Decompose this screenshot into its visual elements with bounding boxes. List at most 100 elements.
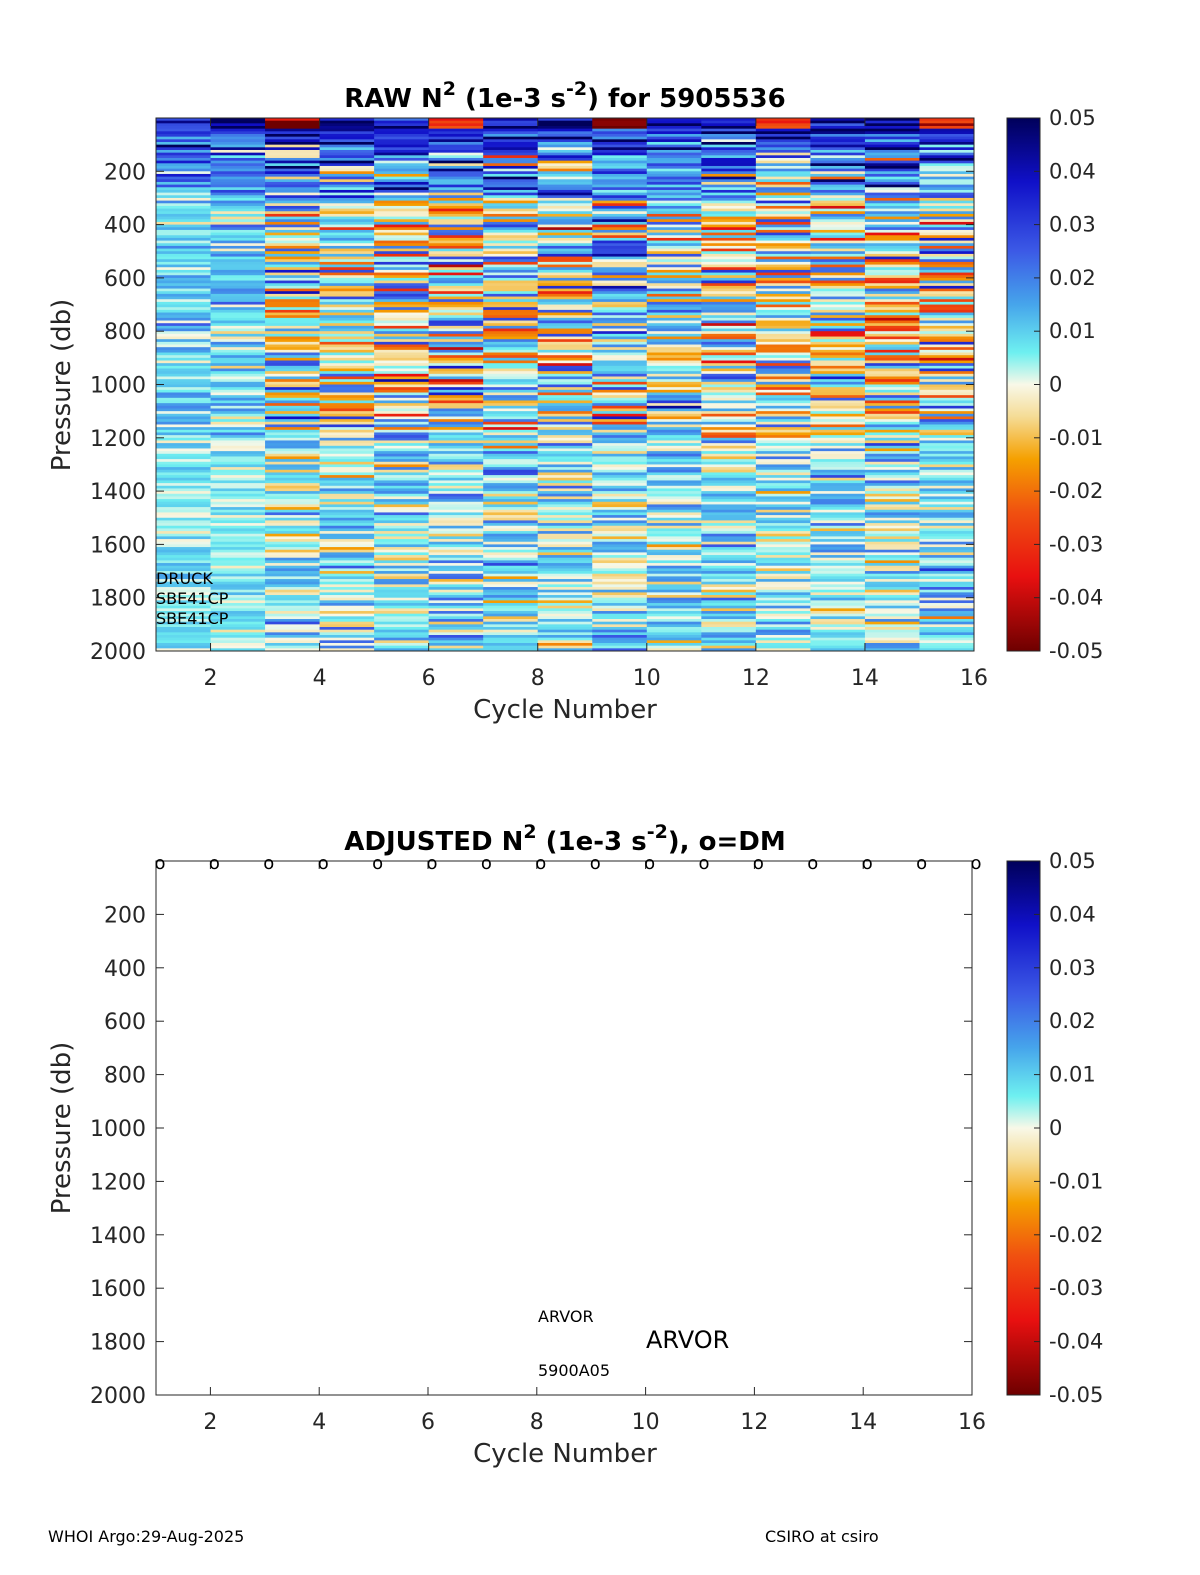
raw-heatmap-cell — [646, 157, 702, 162]
raw-heatmap-cell — [646, 475, 702, 479]
raw-heatmap-cell — [156, 235, 212, 239]
raw-heatmap-cell — [210, 229, 266, 234]
raw-heatmap-cell — [864, 405, 920, 409]
raw-heatmap-cell — [428, 315, 484, 319]
raw-heatmap-cell — [537, 389, 593, 393]
raw-heatmap-cell — [319, 627, 375, 631]
raw-heatmap-cell — [592, 147, 648, 151]
raw-heatmap-cell — [319, 523, 375, 527]
raw-heatmap-cell — [265, 640, 321, 644]
raw-heatmap-cell — [864, 157, 920, 162]
raw-heatmap-cell — [810, 275, 866, 279]
raw-heatmap-cell — [592, 157, 648, 162]
raw-heatmap-cell — [701, 445, 757, 449]
raw-heatmap-cell — [428, 517, 484, 521]
raw-heatmap-cell — [483, 133, 539, 138]
raw-heatmap-cell — [483, 323, 539, 327]
raw-heatmap-cell — [701, 118, 757, 122]
raw-heatmap-cell — [592, 176, 648, 180]
raw-heatmap-cell — [701, 408, 757, 412]
raw-heatmap-cell — [919, 349, 974, 354]
raw-heatmap-cell — [864, 493, 920, 497]
raw-heatmap-cell — [646, 509, 702, 513]
raw-heatmap-cell — [701, 376, 757, 380]
raw-heatmap-cell — [428, 307, 484, 311]
raw-heatmap-cell — [755, 429, 811, 433]
raw-heatmap-cell — [755, 472, 811, 476]
raw-heatmap-cell — [755, 581, 811, 585]
raw-heatmap-cell — [156, 189, 212, 194]
raw-heatmap-cell — [646, 144, 702, 148]
raw-heatmap-cell — [156, 277, 212, 282]
raw-heatmap-cell — [810, 123, 866, 127]
raw-heatmap-cell — [156, 325, 212, 330]
raw-heatmap-cell — [592, 461, 648, 465]
raw-heatmap-cell — [646, 536, 702, 540]
raw-heatmap-cell — [483, 325, 539, 330]
raw-heatmap-cell — [483, 320, 539, 324]
raw-colorbar-tick-label: -0.04 — [1049, 586, 1103, 610]
raw-heatmap-cell — [319, 355, 375, 359]
raw-heatmap-cell — [537, 443, 593, 447]
raw-heatmap-cell — [319, 309, 375, 314]
raw-heatmap-cell — [646, 229, 702, 234]
raw-heatmap-cell — [210, 501, 266, 505]
raw-heatmap-cell — [755, 360, 811, 364]
raw-heatmap-cell — [864, 565, 920, 569]
raw-heatmap-cell — [265, 373, 321, 378]
raw-heatmap-cell — [210, 587, 266, 591]
raw-heatmap-cell — [919, 323, 974, 327]
raw-heatmap-cell — [374, 181, 430, 186]
raw-heatmap-cell — [483, 539, 539, 543]
adjusted-colorbar-tick-label: -0.01 — [1049, 1169, 1103, 1193]
raw-heatmap-cell — [592, 283, 648, 287]
raw-heatmap-cell — [864, 203, 920, 207]
raw-heatmap-cell — [374, 392, 430, 396]
raw-heatmap-cell — [210, 525, 266, 529]
raw-y-tick-label: 2000 — [90, 640, 146, 665]
raw-heatmap-cell — [483, 203, 539, 207]
raw-heatmap-cell — [428, 395, 484, 399]
raw-heatmap-cell — [210, 144, 266, 148]
raw-heatmap-cell — [483, 515, 539, 519]
raw-heatmap-cell — [483, 336, 539, 340]
raw-heatmap-cell — [428, 227, 484, 231]
raw-heatmap-cell — [374, 125, 430, 130]
raw-heatmap-cell — [156, 563, 212, 567]
raw-heatmap-cell — [755, 216, 811, 220]
raw-heatmap-cell — [265, 400, 321, 404]
raw-colorbar-ticks: 0.050.040.030.020.010-0.01-0.02-0.03-0.0… — [1034, 106, 1103, 663]
raw-heatmap-cell — [864, 307, 920, 311]
raw-heatmap-cell — [592, 579, 648, 583]
raw-heatmap-cell — [646, 589, 702, 593]
raw-heatmap-cell — [592, 307, 648, 311]
raw-heatmap-cell — [864, 232, 920, 236]
raw-heatmap-cell — [919, 296, 974, 300]
raw-heatmap-cell — [265, 627, 321, 631]
raw-heatmap-cell — [701, 128, 757, 132]
raw-heatmap-cell — [319, 637, 375, 641]
raw-heatmap-cell — [319, 437, 375, 441]
raw-heatmap-cell — [864, 584, 920, 588]
raw-heatmap-cell — [755, 440, 811, 444]
raw-heatmap-cell — [864, 229, 920, 234]
raw-heatmap-cell — [919, 224, 974, 228]
raw-heatmap-cell — [428, 547, 484, 551]
raw-heatmap-cell — [428, 549, 484, 553]
raw-heatmap-cell — [210, 408, 266, 412]
raw-heatmap-cell — [646, 131, 702, 135]
raw-heatmap-cell — [864, 440, 920, 444]
raw-heatmap-cell — [210, 216, 266, 220]
raw-heatmap-cell — [919, 600, 974, 604]
raw-heatmap-cell — [428, 296, 484, 300]
raw-heatmap-cell — [265, 253, 321, 258]
raw-heatmap-cell — [265, 397, 321, 401]
raw-heatmap-cell — [265, 451, 321, 455]
raw-heatmap-cell — [919, 269, 974, 274]
raw-heatmap-cell — [810, 587, 866, 591]
raw-heatmap-cell — [810, 368, 866, 372]
raw-heatmap-cell — [810, 592, 866, 596]
raw-x-tick-label: 4 — [313, 666, 327, 691]
raw-heatmap-cell — [428, 203, 484, 207]
raw-heatmap-cell — [919, 389, 974, 393]
